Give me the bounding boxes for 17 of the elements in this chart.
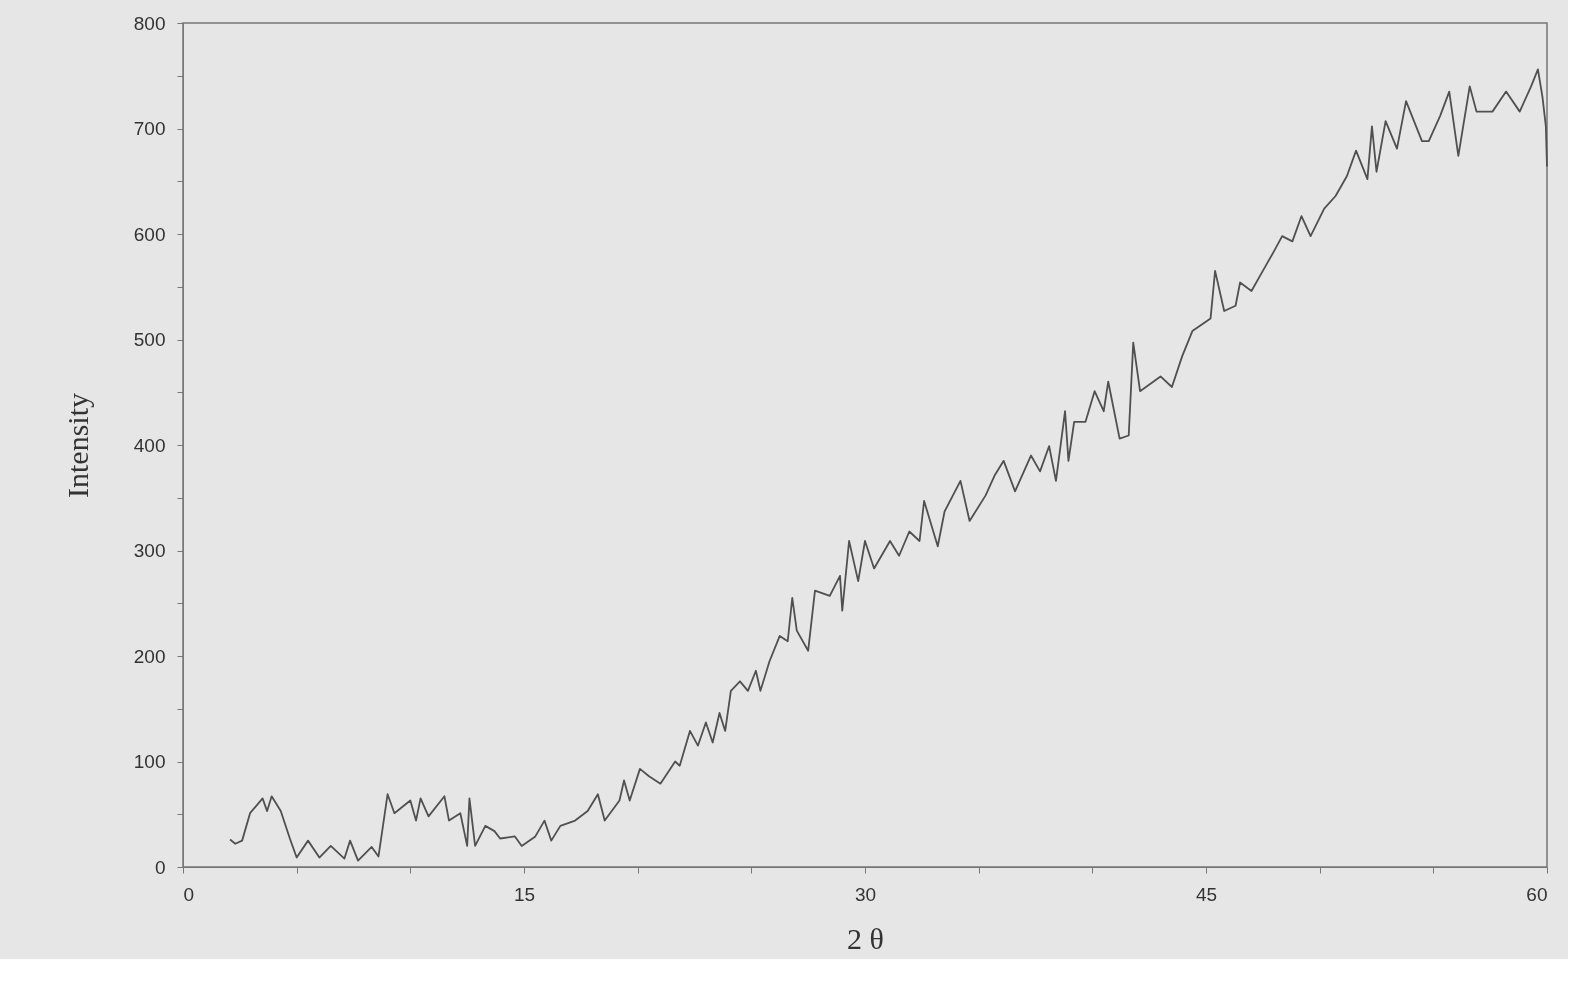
y-tick-label: 300 [133,540,166,561]
line-series [229,68,1548,862]
y-axis-title: Intensity [60,393,94,498]
y-tick-label: 400 [133,434,166,456]
y-tick-label: 200 [133,645,166,667]
y-tick-label: 500 [133,329,166,350]
x-tick-label: 15 [513,883,536,905]
x-axis-title: 2 θ [847,921,884,955]
x-tick-label: 45 [1195,883,1218,905]
y-tick-label: 100 [133,751,166,772]
y-tick-label: 600 [133,223,166,245]
y-tick-label: 0 [154,856,166,878]
x-tick-label: 60 [1526,883,1548,905]
x-tick-label: 0 [183,883,195,905]
y-tick-label: 800 [133,12,166,34]
y-tick-label: 700 [133,118,166,139]
x-tick-label: 30 [854,883,877,905]
